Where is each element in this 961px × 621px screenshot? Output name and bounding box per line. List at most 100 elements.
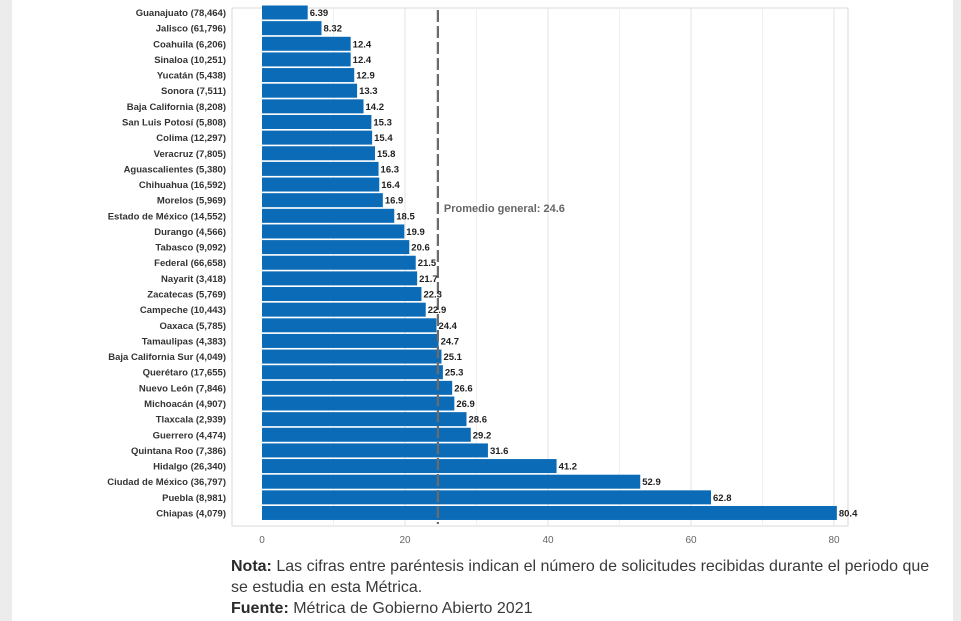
category-label: San Luis Potosí (5,808) bbox=[122, 117, 226, 128]
bar bbox=[262, 68, 355, 83]
category-label: Chiapas (4,079) bbox=[156, 508, 226, 519]
category-label: Veracruz (7,805) bbox=[154, 149, 226, 160]
category-label: Hidalgo (26,340) bbox=[153, 462, 226, 473]
bar bbox=[262, 83, 358, 98]
category-label: Guanajuato (78,464) bbox=[136, 8, 226, 19]
value-label: 18.5 bbox=[396, 211, 415, 222]
category-label: Chihuahua (16,592) bbox=[139, 180, 226, 191]
bar bbox=[262, 193, 383, 208]
value-label: 52.9 bbox=[642, 477, 661, 488]
category-label: Sinaloa (10,251) bbox=[154, 55, 226, 66]
bar bbox=[262, 177, 380, 192]
value-labels: 6.39 8.32 12.4 12.4 12.9 13.3 14.2 15.3 15.4 15.8… bbox=[310, 8, 858, 519]
bar bbox=[262, 52, 351, 67]
value-label: 15.4 bbox=[374, 133, 393, 144]
category-labels: Guanajuato (78,464) Jalisco (61,796) Coahu… bbox=[107, 8, 226, 519]
value-label: 29.2 bbox=[473, 430, 492, 441]
value-label: 26.6 bbox=[454, 383, 473, 394]
bar bbox=[262, 208, 395, 223]
note-line: Nota: Las cifras entre paréntesis indica… bbox=[231, 556, 931, 598]
bar bbox=[262, 505, 837, 520]
value-label: 21.5 bbox=[418, 258, 437, 269]
value-label: 15.8 bbox=[377, 149, 396, 160]
source-line: Fuente: Métrica de Gobierno Abierto 2021 bbox=[231, 598, 931, 619]
source-text: Métrica de Gobierno Abierto 2021 bbox=[288, 600, 533, 617]
value-label: 80.4 bbox=[839, 508, 858, 519]
category-label: Morelos (5,969) bbox=[157, 196, 226, 207]
note-block: Nota: Las cifras entre paréntesis indica… bbox=[231, 556, 931, 619]
category-label: Colima (12,297) bbox=[156, 133, 226, 144]
value-label: 15.3 bbox=[373, 117, 392, 128]
value-label: 24.7 bbox=[441, 336, 460, 347]
bar bbox=[262, 161, 379, 176]
bar bbox=[262, 224, 405, 239]
category-label: Tlaxcala (2,939) bbox=[156, 415, 226, 426]
bar bbox=[262, 36, 351, 51]
right-border-strip bbox=[953, 0, 961, 621]
value-label: 25.1 bbox=[443, 352, 462, 363]
bar bbox=[262, 365, 443, 380]
grid-lines bbox=[333, 8, 835, 526]
value-label: 22.9 bbox=[428, 305, 447, 316]
category-label: Puebla (8,981) bbox=[162, 493, 226, 504]
value-label: 12.9 bbox=[356, 71, 375, 82]
category-label: Nayarit (3,418) bbox=[161, 274, 226, 285]
category-label: Yucatán (5,438) bbox=[157, 71, 226, 82]
category-label: Oaxaca (5,785) bbox=[159, 321, 226, 332]
category-label: Baja California (8,208) bbox=[127, 102, 226, 113]
value-label: 20.6 bbox=[411, 243, 430, 254]
category-label: Zacatecas (5,769) bbox=[147, 290, 226, 301]
value-label: 28.6 bbox=[468, 415, 487, 426]
value-label: 21.7 bbox=[419, 274, 438, 285]
category-label: Quintana Roo (7,386) bbox=[131, 446, 226, 457]
category-label: Sonora (7,511) bbox=[161, 86, 226, 97]
value-label: 22.3 bbox=[423, 290, 442, 301]
category-label: Tabasco (9,092) bbox=[155, 243, 226, 254]
value-label: 14.2 bbox=[366, 102, 385, 113]
x-axis-ticks: 0 20 40 60 80 bbox=[259, 535, 840, 545]
average-label: Promedio general: 24.6 bbox=[444, 203, 565, 215]
bar bbox=[262, 271, 418, 286]
category-label: Coahuila (6,206) bbox=[153, 39, 226, 50]
value-label: 12.4 bbox=[353, 55, 372, 66]
value-label: 16.4 bbox=[381, 180, 400, 191]
value-label: 16.9 bbox=[385, 196, 404, 207]
bar bbox=[262, 99, 364, 114]
value-label: 24.4 bbox=[438, 321, 457, 332]
category-label: Michoacán (4,907) bbox=[144, 399, 226, 410]
category-label: Jalisco (61,796) bbox=[156, 24, 226, 35]
bar bbox=[262, 459, 557, 474]
category-label: Estado de México (14,552) bbox=[108, 211, 226, 222]
x-tick-label: 0 bbox=[259, 535, 265, 545]
source-label: Fuente: bbox=[231, 600, 289, 617]
value-label: 6.39 bbox=[310, 8, 329, 19]
bar bbox=[262, 427, 471, 442]
average-line-group: Promedio general: 24.6 bbox=[436, 10, 565, 524]
bar bbox=[262, 240, 410, 255]
bar bbox=[262, 255, 416, 270]
value-label: 31.6 bbox=[490, 446, 509, 457]
value-label: 19.9 bbox=[406, 227, 425, 238]
value-label: 41.2 bbox=[559, 462, 578, 473]
x-tick-label: 80 bbox=[828, 535, 840, 545]
category-label: Tamaulipas (4,383) bbox=[142, 336, 226, 347]
value-label: 8.32 bbox=[323, 24, 342, 35]
category-label: Ciudad de México (36,797) bbox=[107, 477, 226, 488]
bar bbox=[262, 443, 488, 458]
x-tick-label: 40 bbox=[542, 535, 554, 545]
bar bbox=[262, 412, 467, 427]
bar bbox=[262, 490, 712, 505]
bar bbox=[262, 396, 455, 411]
bar bbox=[262, 474, 641, 489]
bar bbox=[262, 130, 373, 145]
category-label: Durango (4,566) bbox=[154, 227, 226, 238]
category-label: Federal (66,658) bbox=[154, 258, 226, 269]
value-label: 25.3 bbox=[445, 368, 464, 379]
x-tick-label: 20 bbox=[399, 535, 411, 545]
value-label: 62.8 bbox=[713, 493, 732, 504]
x-tick-label: 60 bbox=[685, 535, 697, 545]
category-label: Baja California Sur (4,049) bbox=[108, 352, 226, 363]
value-label: 26.9 bbox=[456, 399, 475, 410]
bar bbox=[262, 5, 308, 20]
note-text: Las cifras entre paréntesis indican el n… bbox=[231, 558, 930, 596]
